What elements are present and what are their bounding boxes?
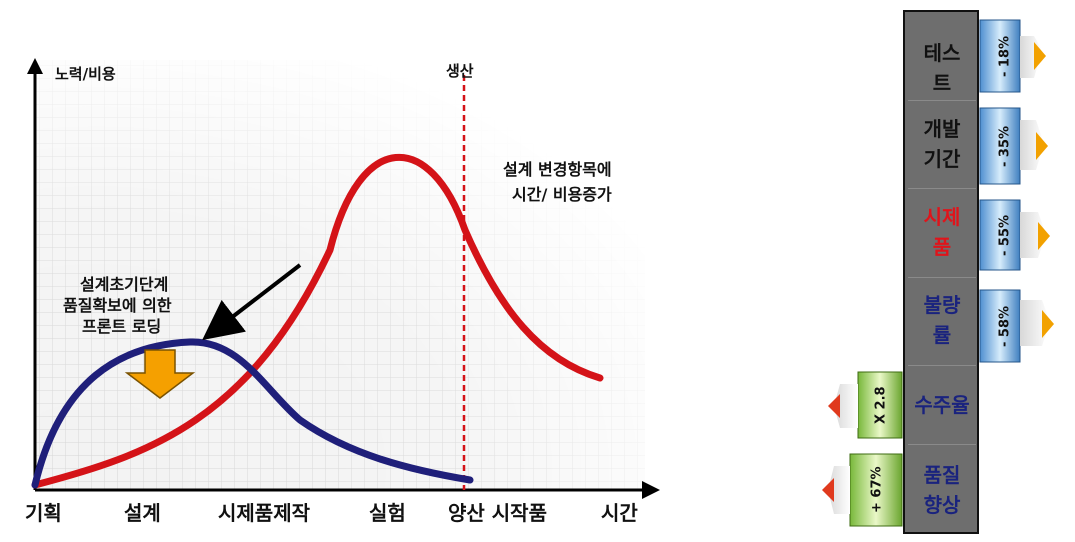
- metric-label-dev-period: 개발 기간: [923, 117, 961, 171]
- x-label-planning: 기획: [25, 501, 62, 525]
- value-quality: + 67%: [869, 466, 885, 514]
- value-order-rate: X 2.8: [873, 386, 889, 424]
- metric-label-defect-rate: 불량 률: [923, 293, 961, 347]
- x-label-prototype: 시제품제작: [218, 501, 310, 525]
- x-label-design: 설계: [124, 501, 161, 525]
- value-dev-period: - 35%: [997, 125, 1013, 167]
- down-arrow-icon: [124, 349, 196, 399]
- x-label-mass-production: 양산 시작품: [448, 501, 547, 525]
- value-prototype: - 55%: [997, 214, 1013, 256]
- metric-label-prototype: 시제 품: [923, 205, 961, 259]
- front-loading-arrow: [202, 263, 302, 341]
- annotation-left-line3: 프론트 로딩: [82, 317, 162, 336]
- value-defect-rate: - 58%: [997, 305, 1013, 347]
- metric-label-quality: 품질 향상: [923, 463, 961, 517]
- annotation-right-line2: 시간/ 비용증가: [512, 185, 612, 204]
- value-test: - 18%: [997, 35, 1013, 77]
- annotation-left-line1: 설계초기단계: [80, 275, 169, 294]
- y-axis-label: 노력/비용: [55, 65, 116, 83]
- metrics-panel: [903, 10, 979, 534]
- effort-cost-diagram: [27, 58, 660, 499]
- annotation-right-line1: 설계 변경항목에: [503, 160, 612, 179]
- x-label-time: 시간: [601, 501, 638, 525]
- x-label-experiment: 실험: [369, 501, 406, 525]
- late-effort-curve: [31, 154, 604, 489]
- annotation-left-line2: 품질확보에 의한: [63, 296, 172, 315]
- metric-label-order-rate: 수주율: [914, 393, 970, 417]
- metric-bars: [822, 19, 1054, 527]
- front-loading-curve: [31, 338, 474, 489]
- metric-label-test: 테스 트: [923, 41, 961, 95]
- production-label: 생산: [446, 62, 474, 80]
